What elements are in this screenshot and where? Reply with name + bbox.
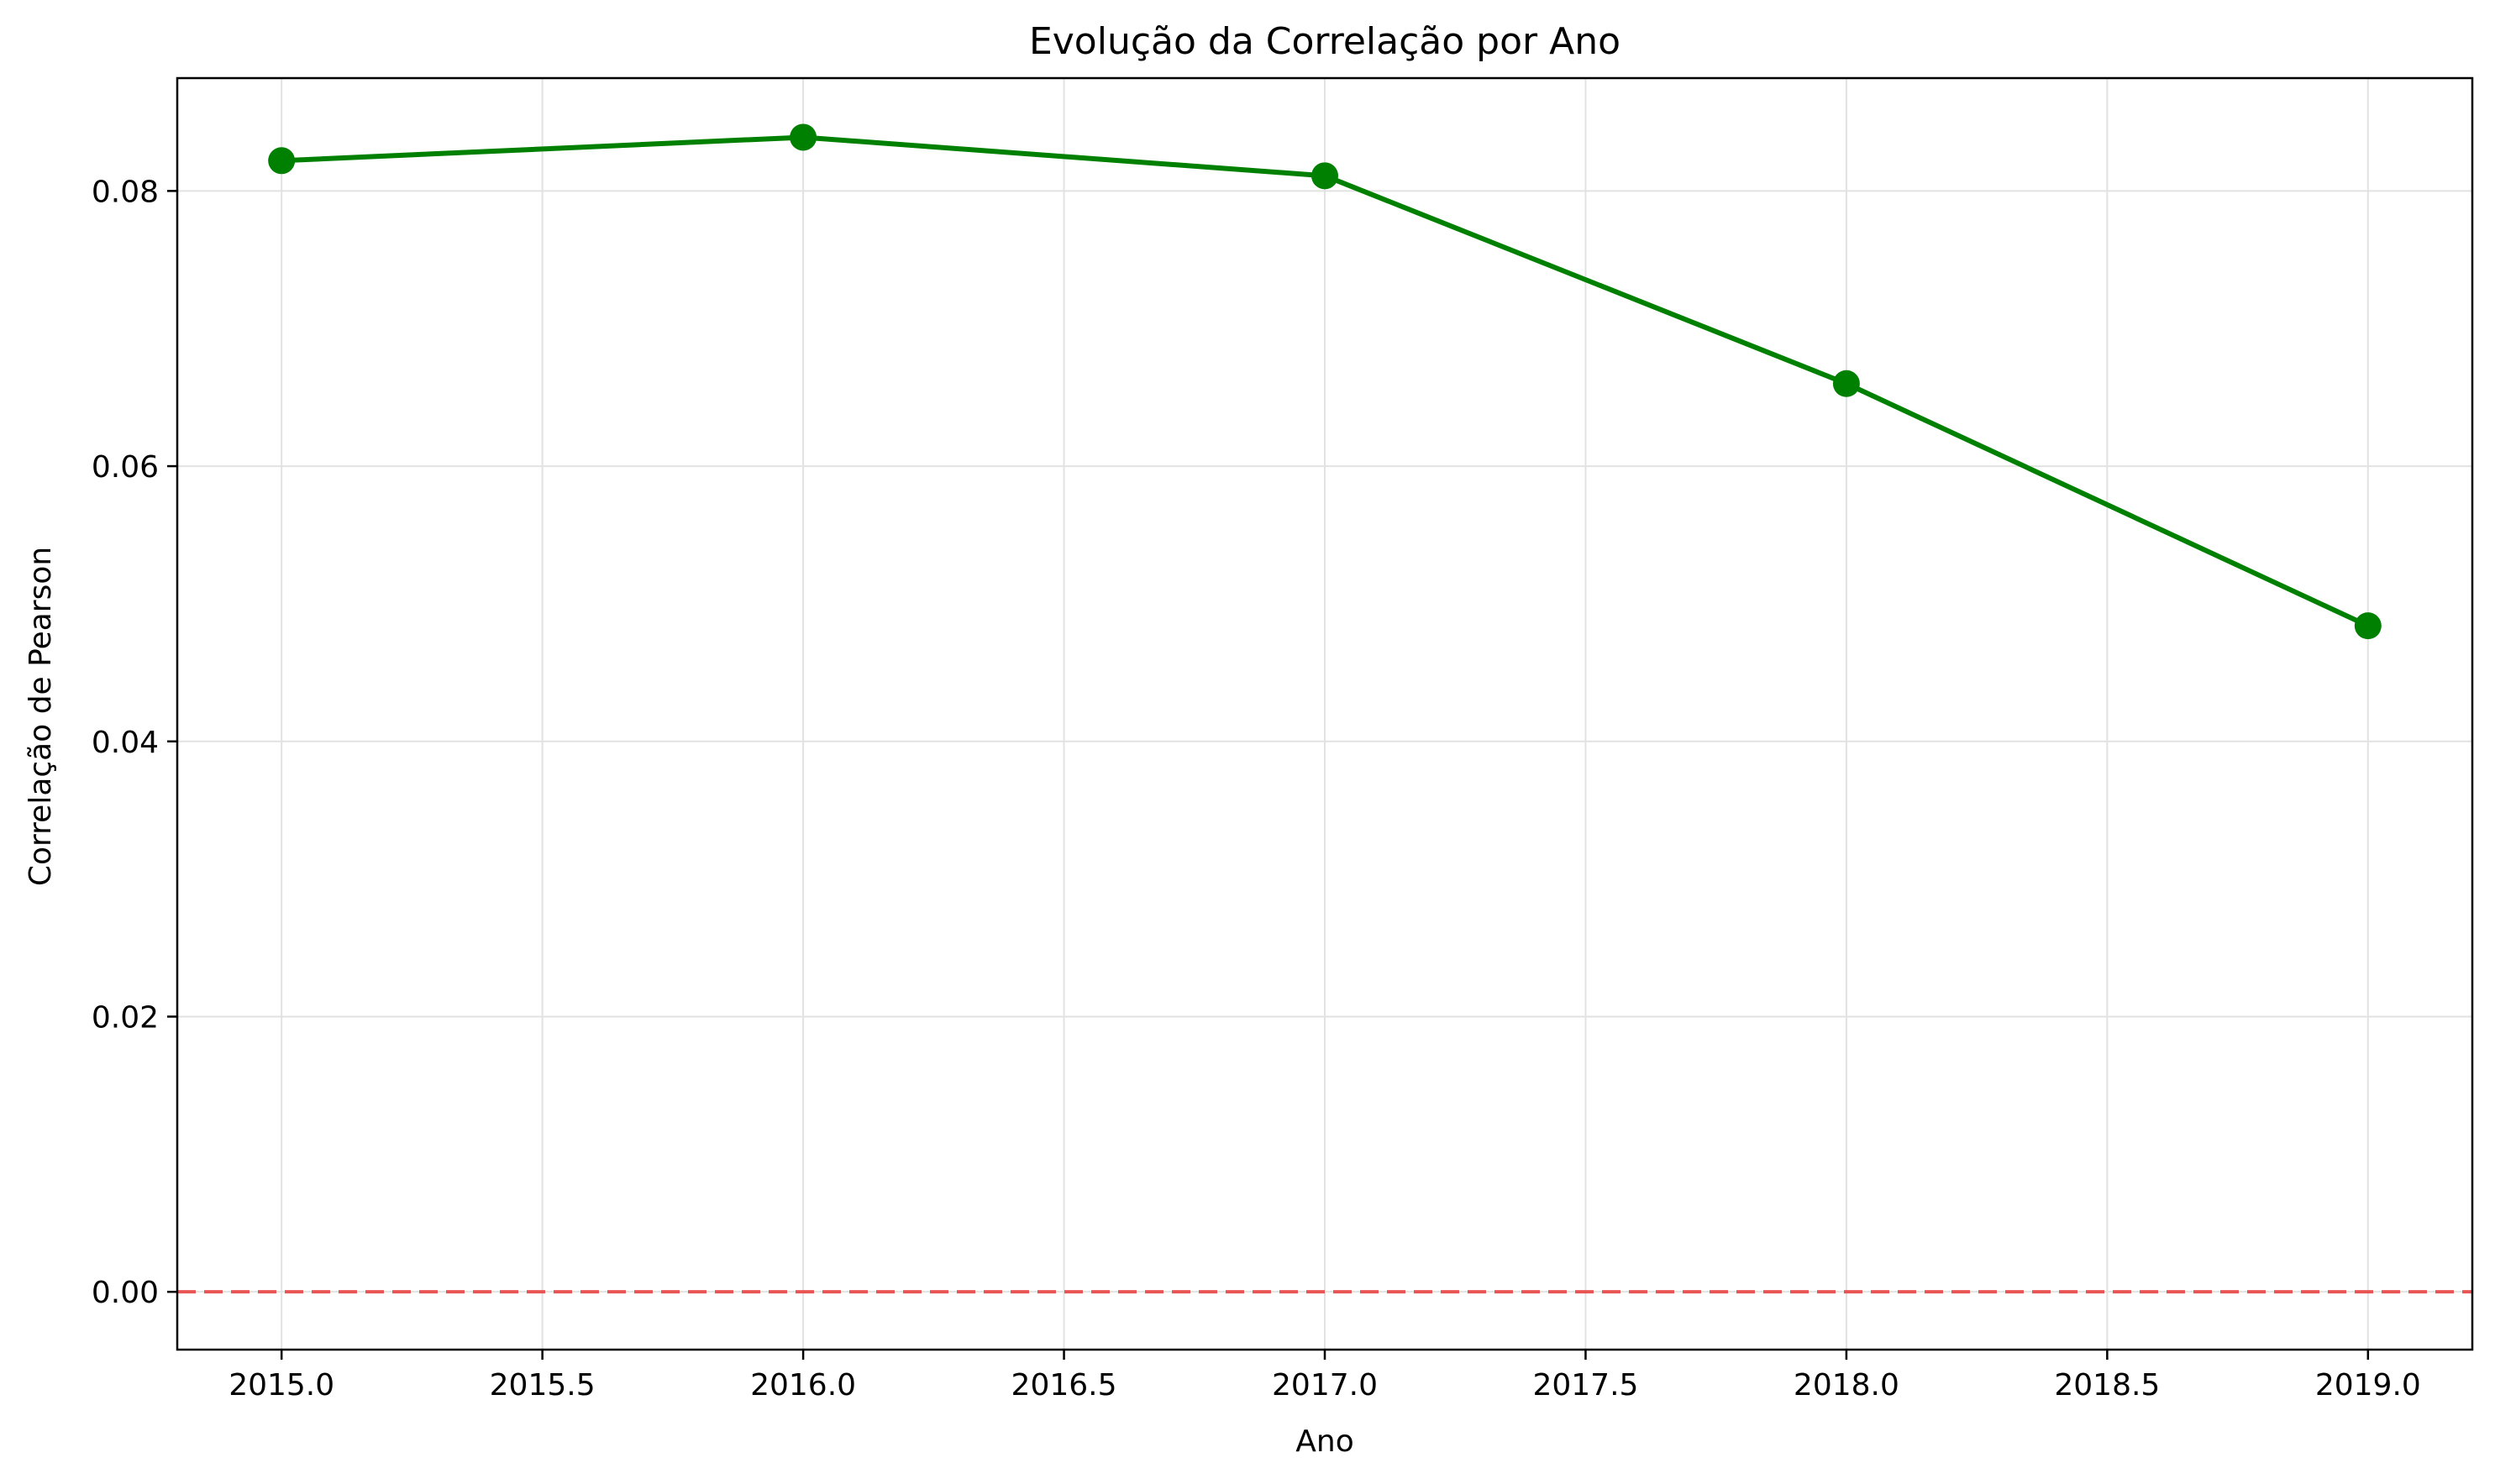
x-tick-label: 2017.5: [1532, 1368, 1638, 1403]
y-tick-label: 0.08: [92, 175, 159, 209]
data-point: [268, 147, 296, 175]
data-point: [2354, 612, 2382, 640]
chart-title: Evolução da Correlação por Ano: [1029, 20, 1620, 63]
x-tick-label: 2015.0: [228, 1368, 334, 1403]
x-tick-label: 2017.0: [1272, 1368, 1378, 1403]
x-tick-label: 2019.0: [2315, 1368, 2421, 1403]
x-axis-label: Ano: [1295, 1424, 1353, 1459]
y-tick-label: 0.02: [92, 1000, 159, 1035]
x-axis-ticks: 2015.0 2015.5 2016.0 2016.5 2017.0 2017.5 2018…: [228, 1350, 2421, 1403]
y-tick-label: 0.00: [92, 1276, 159, 1310]
y-tick-label: 0.06: [92, 450, 159, 485]
x-tick-label: 2018.0: [1794, 1368, 1899, 1403]
data-point: [790, 123, 817, 151]
series-group: [268, 123, 2382, 640]
x-tick-label: 2016.0: [750, 1368, 856, 1403]
data-point: [1832, 370, 1860, 397]
x-tick-label: 2018.5: [2054, 1368, 2160, 1403]
y-axis-ticks: 0.00 0.02 0.04 0.06 0.08: [92, 175, 177, 1310]
x-tick-label: 2016.5: [1011, 1368, 1117, 1403]
x-tick-label: 2015.5: [490, 1368, 596, 1403]
y-axis-label: Correlação de Pearson: [24, 547, 58, 886]
y-tick-label: 0.04: [92, 726, 159, 760]
data-point: [1311, 162, 1338, 190]
